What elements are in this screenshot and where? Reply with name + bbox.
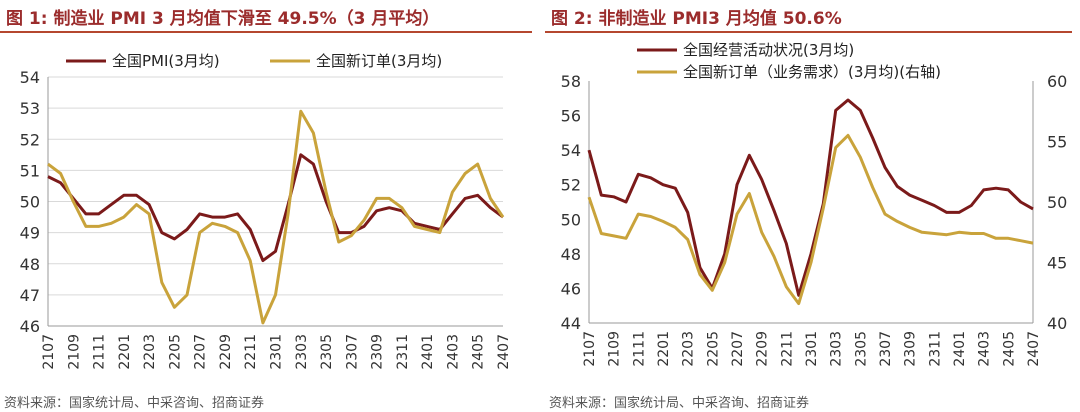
y-tick-label: 48 xyxy=(20,255,40,274)
y-tick-label-right: 55 xyxy=(1047,133,1067,152)
x-tick-label: 2203 xyxy=(681,331,697,367)
x-tick-label: 2207 xyxy=(730,331,746,367)
x-tick-label: 2205 xyxy=(705,331,721,367)
x-tick-label: 2109 xyxy=(607,331,623,367)
x-tick-label: 2311 xyxy=(395,334,411,370)
y-tick-label: 51 xyxy=(20,161,40,180)
x-tick-label: 2403 xyxy=(445,334,461,370)
y-tick-label: 54 xyxy=(561,141,581,160)
chart-title: 图 1: 制造业 PMI 3 月均值下滑至 49.5%（3 月平均） xyxy=(6,9,440,29)
x-tick-label: 2109 xyxy=(66,334,82,370)
x-tick-label: 2211 xyxy=(779,331,795,367)
source-note: 资料来源：国家统计局、中采咨询、招商证券 xyxy=(549,396,810,411)
x-tick-label: 2309 xyxy=(903,331,919,367)
x-tick-label: 2201 xyxy=(117,334,133,370)
y-tick-label: 52 xyxy=(561,176,581,195)
x-tick-label: 2303 xyxy=(829,331,845,367)
chart-title: 图 2: 非制造业 PMI3 月均值 50.6% xyxy=(551,9,842,29)
y-tick-label: 53 xyxy=(20,99,40,118)
x-tick-label: 2111 xyxy=(92,334,108,370)
x-tick-label: 2307 xyxy=(878,331,894,367)
legend-label: 全国新订单（业务需求）(3月均)(右轴) xyxy=(683,63,941,81)
y-tick-label: 50 xyxy=(561,210,581,229)
legend-label: 全国新订单(3月均) xyxy=(316,52,442,70)
x-tick-label: 2403 xyxy=(977,331,993,367)
series-line xyxy=(587,98,1034,297)
x-tick-label: 2401 xyxy=(952,331,968,367)
y-tick-label-right: 50 xyxy=(1047,193,1067,212)
chart-nonmanufacturing-pmi: 44 46 48 50 52 54 56 58 40 45 50 55 60 2107 2109 2111 22… xyxy=(561,41,1068,367)
x-tick-label: 2301 xyxy=(269,334,285,370)
y-tick-label: 46 xyxy=(561,279,581,298)
chart-manufacturing-pmi: 46 47 48 49 50 51 52 53 54 2107 2109 2111 2201 2203 22… xyxy=(20,52,512,370)
x-tick-label: 2107 xyxy=(582,331,598,367)
x-tick-label: 2407 xyxy=(1026,331,1042,367)
x-tick-label: 2307 xyxy=(344,334,360,370)
y-tick-label: 47 xyxy=(20,286,40,305)
y-tick-label: 52 xyxy=(20,130,40,149)
chart-panel-right: 图 2: 非制造业 PMI3 月均值 50.6% 44 46 48 50 52 54 56 5… xyxy=(545,0,1080,412)
y-tick-label: 50 xyxy=(20,193,40,212)
x-tick-label: 2407 xyxy=(496,334,512,370)
title-divider xyxy=(545,31,1072,33)
y-tick-label-right: 40 xyxy=(1047,314,1067,333)
y-tick-label: 54 xyxy=(20,68,40,87)
y-tick-label-right: 45 xyxy=(1047,254,1067,273)
y-tick-label: 56 xyxy=(561,107,581,126)
x-tick-label: 2209 xyxy=(218,334,234,370)
x-tick-label: 2205 xyxy=(167,334,183,370)
chart-panel-left: 图 1: 制造业 PMI 3 月均值下滑至 49.5%（3 月平均） 46 47 4… xyxy=(0,9,532,411)
legend-label: 全国PMI(3月均) xyxy=(112,52,220,70)
y-tick-label-right: 60 xyxy=(1047,72,1067,91)
x-tick-label: 2305 xyxy=(319,334,335,370)
x-tick-label: 2401 xyxy=(420,334,436,370)
x-tick-label: 2211 xyxy=(243,334,259,370)
y-tick-label: 46 xyxy=(20,317,40,336)
y-tick-label: 49 xyxy=(20,224,40,243)
x-tick-label: 2305 xyxy=(853,331,869,367)
y-tick-label: 44 xyxy=(561,314,581,333)
source-note: 资料来源：国家统计局、中采咨询、招商证券 xyxy=(4,396,265,411)
x-tick-label: 2111 xyxy=(631,331,647,367)
x-tick-label: 2405 xyxy=(1001,331,1017,367)
series-line xyxy=(587,133,1034,306)
x-tick-label: 2311 xyxy=(927,331,943,367)
x-tick-label: 2107 xyxy=(41,334,57,370)
x-tick-label: 2303 xyxy=(294,334,310,370)
x-tick-label: 2207 xyxy=(193,334,209,370)
legend-label: 全国经营活动状况(3月均) xyxy=(683,41,854,59)
x-tick-label: 2301 xyxy=(804,331,820,367)
y-tick-label: 48 xyxy=(561,245,581,264)
series-line xyxy=(47,153,504,263)
x-tick-label: 2203 xyxy=(142,334,158,370)
x-tick-label: 2405 xyxy=(471,334,487,370)
x-tick-label: 2309 xyxy=(370,334,386,370)
x-tick-label: 2209 xyxy=(755,331,771,367)
title-divider xyxy=(0,31,532,33)
y-tick-label: 58 xyxy=(561,72,581,91)
series-line xyxy=(47,109,505,325)
x-tick-label: 2201 xyxy=(656,331,672,367)
